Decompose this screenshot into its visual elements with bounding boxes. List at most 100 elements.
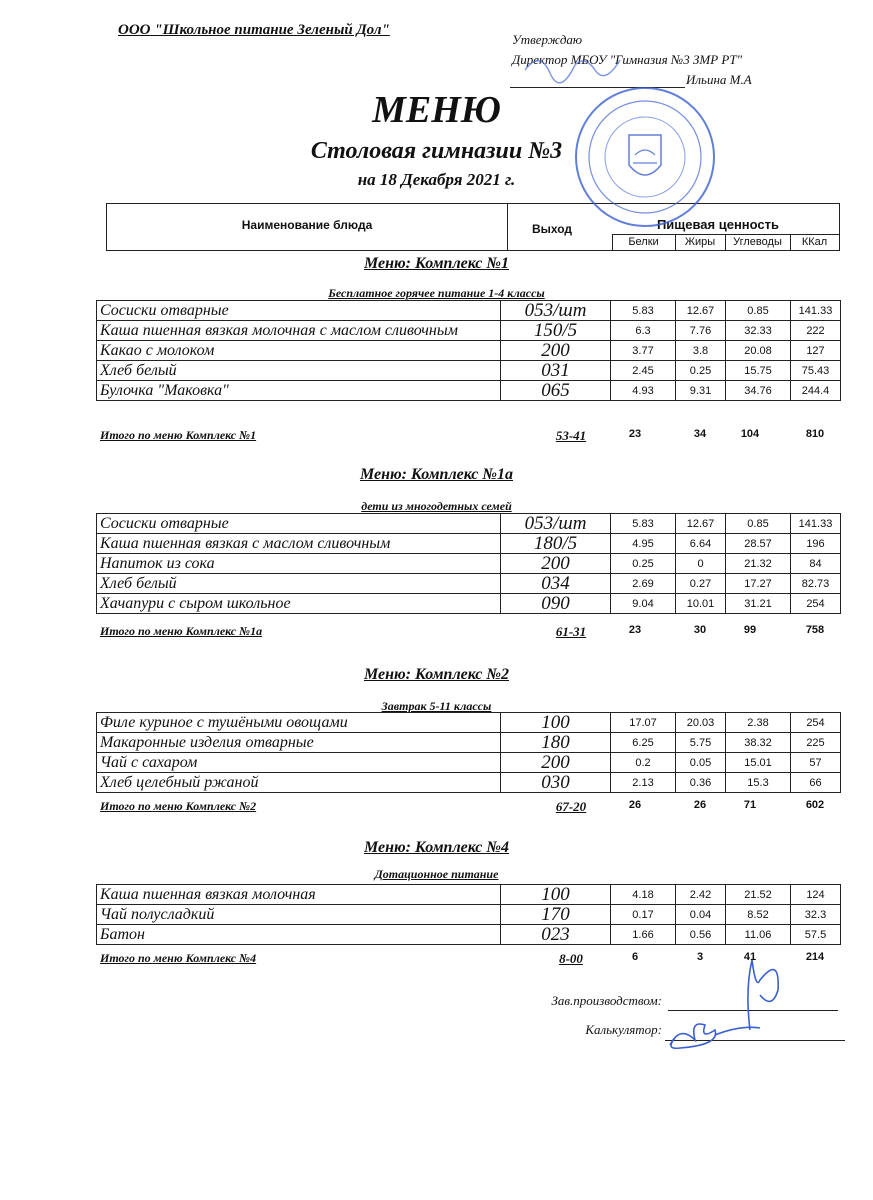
dish-output: 034 [500,573,611,594]
nutrition-value: 21.52 [725,884,791,905]
table-row: Булочка "Маковка" 065 4.93 9.31 34.76 244.4 [96,380,841,401]
header-nutrition: Пищевая ценность [656,217,780,232]
production-head-line [668,1010,838,1011]
total-label: Итого по меню Комплекс №1 [100,428,257,442]
dish-output: 053/шт [500,300,611,321]
dish-name: Какао с молоком [96,340,501,361]
nutrition-value: 2.13 [610,772,676,793]
section-total: Итого по меню Комплекс №1а 61-31 23 30 99 758 [96,624,840,642]
total-value: 34 [693,428,707,440]
dish-output: 030 [500,772,611,793]
calculator-line [665,1040,845,1041]
header-name: Наименование блюда [241,218,373,232]
nutrition-value: 124 [790,884,841,905]
dish-output: 200 [500,553,611,574]
nutrition-value: 66 [790,772,841,793]
total-value: 23 [628,624,642,636]
handwritten-signatures [669,959,779,1050]
nutrition-value: 0.2 [610,752,676,773]
table-header: Наименование блюда Выход Пищевая ценност… [106,203,840,251]
total-value: 602 [805,799,825,811]
nutrition-value: 4.93 [610,380,676,401]
nutrition-value: 12.67 [675,513,726,534]
total-label: Итого по меню Комплекс №4 [100,951,257,965]
dish-output: 023 [500,924,611,945]
nutrition-value: 17.27 [725,573,791,594]
total-value: 758 [805,624,825,636]
section-title: Меню: Комплекс №2 [363,666,510,683]
nutrition-value: 6.25 [610,732,676,753]
header-carbs: Углеводы [733,236,782,248]
table-row: Хлеб белый 034 2.69 0.27 17.27 82.73 [96,573,841,594]
nutrition-value: 21.32 [725,553,791,574]
total-output: 53-41 [555,428,587,443]
nutrition-value: 0.56 [675,924,726,945]
nutrition-value: 2.38 [725,712,791,733]
nutrition-value: 82.73 [790,573,841,594]
table-row: Каша пшенная вязкая молочная с маслом сл… [96,320,841,341]
section-subtitle: дети из многодетных семей [361,499,512,513]
table-row: Чай полусладкий 170 0.17 0.04 8.52 32.3 [96,904,841,925]
calculator-label: Калькулятор: [585,1022,662,1037]
section-title: Меню: Комплекс №4 [363,839,510,856]
director-signature [524,59,621,84]
total-value: 71 [743,799,757,811]
table-row: Хлеб целебный ржаной 030 2.13 0.36 15.3 66 [96,772,841,793]
dish-name: Каша пшенная вязкая молочная с маслом сл… [96,320,501,341]
dish-name: Каша пшенная вязкая с маслом сливочным [96,533,501,554]
dish-name: Каша пшенная вязкая молочная [96,884,501,905]
nutrition-value: 254 [790,712,841,733]
total-value: 41 [743,951,757,963]
nutrition-value: 12.67 [675,300,726,321]
nutrition-value: 20.03 [675,712,726,733]
nutrition-value: 38.32 [725,732,791,753]
total-output: 67-20 [555,799,587,814]
dish-output: 180/5 [500,533,611,554]
dish-name: Сосиски отварные [96,300,501,321]
total-value: 26 [628,799,642,811]
menu-table: Каша пшенная вязкая молочная 100 4.18 2.42 2… [96,884,841,945]
nutrition-value: 15.75 [725,360,791,381]
nutrition-value: 225 [790,732,841,753]
menu-table: Сосиски отварные 053/шт 5.83 12.67 0.85 141.3… [96,300,841,401]
nutrition-value: 3.77 [610,340,676,361]
table-row: Филе куриное с тушёными овощами 100 17.07 2… [96,712,841,733]
section-subtitle: Дотационное питание [374,867,499,881]
nutrition-value: 34.76 [725,380,791,401]
nutrition-value: 4.18 [610,884,676,905]
nutrition-value: 2.45 [610,360,676,381]
nutrition-value: 141.33 [790,300,841,321]
nutrition-value: 0.85 [725,300,791,321]
dish-name: Напиток из сока [96,553,501,574]
nutrition-value: 127 [790,340,841,361]
dish-output: 053/шт [500,513,611,534]
nutrition-value: 8.52 [725,904,791,925]
director-name: Ильина М.А [686,72,752,87]
menu-date: на 18 Декабря 2021 г. [357,170,516,189]
header-fat: Жиры [684,236,716,248]
menu-table: Сосиски отварные 053/шт 5.83 12.67 0.85 141.3… [96,513,841,614]
header-protein: Белки [628,236,659,248]
dish-output: 170 [500,904,611,925]
section-subtitle: Бесплатное горячее питание 1-4 классы [328,286,545,300]
nutrition-value: 0.27 [675,573,726,594]
nutrition-value: 0.36 [675,772,726,793]
dish-output: 100 [500,712,611,733]
menu-table: Филе куриное с тушёными овощами 100 17.07 2… [96,712,841,793]
table-row: Каша пшенная вязкая с маслом сливочным 18… [96,533,841,554]
total-label: Итого по меню Комплекс №2 [100,799,257,813]
dish-name: Чай полусладкий [96,904,501,925]
nutrition-value: 5.83 [610,513,676,534]
nutrition-value: 0 [675,553,726,574]
nutrition-value: 0.04 [675,904,726,925]
dish-output: 180 [500,732,611,753]
total-output: 8-00 [559,951,583,966]
nutrition-value: 84 [790,553,841,574]
dish-name: Хлеб белый [96,360,501,381]
nutrition-value: 7.76 [675,320,726,341]
total-value: 6 [631,951,639,963]
dish-name: Филе куриное с тушёными овощами [96,712,501,733]
nutrition-value: 222 [790,320,841,341]
nutrition-value: 32.33 [725,320,791,341]
header-kcal: ККал [801,236,828,248]
